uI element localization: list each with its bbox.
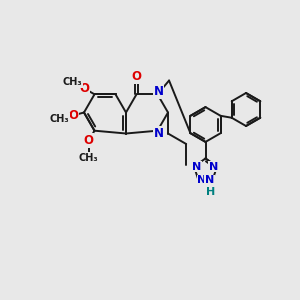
Text: N: N bbox=[193, 162, 202, 172]
Text: O: O bbox=[80, 82, 90, 95]
Text: CH₃: CH₃ bbox=[62, 77, 82, 87]
Text: N: N bbox=[154, 127, 164, 140]
Text: N: N bbox=[197, 175, 207, 185]
Text: CH₃: CH₃ bbox=[79, 153, 99, 163]
Text: H: H bbox=[206, 187, 216, 196]
Text: N: N bbox=[205, 175, 214, 185]
Text: CH₃: CH₃ bbox=[50, 114, 69, 124]
Text: O: O bbox=[131, 70, 142, 83]
Text: O: O bbox=[68, 109, 78, 122]
Text: N: N bbox=[209, 162, 218, 172]
Text: N: N bbox=[154, 85, 164, 98]
Text: O: O bbox=[84, 134, 94, 147]
